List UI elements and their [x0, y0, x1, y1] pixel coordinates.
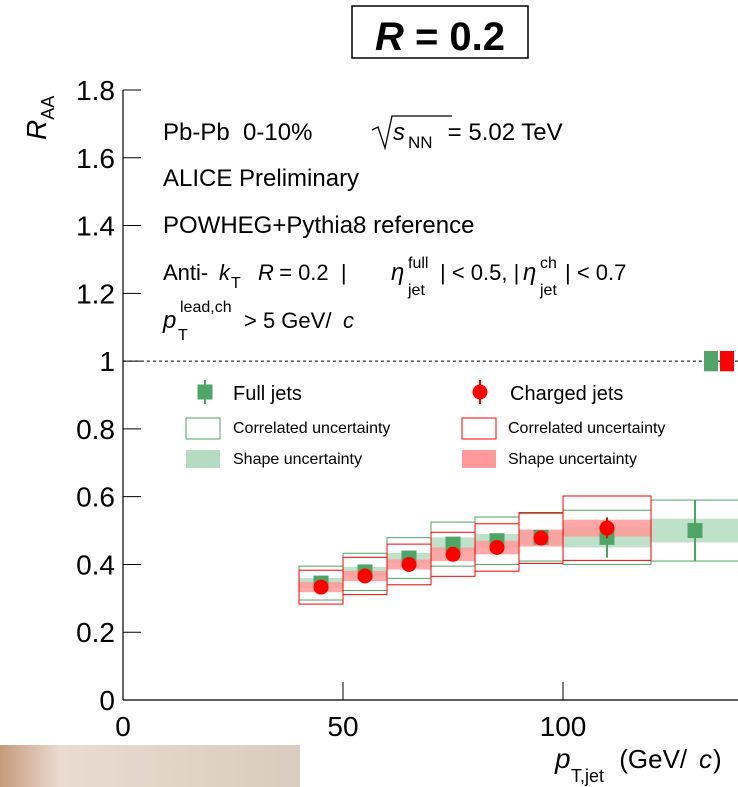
marker — [445, 546, 461, 562]
y-tick-label: 0.2 — [76, 617, 115, 648]
annotation: T — [178, 327, 188, 344]
title-box — [351, 5, 529, 59]
y-tick-label: 1 — [99, 346, 115, 377]
annotation: ch — [540, 255, 557, 272]
x-label-part: c — [699, 744, 712, 774]
x-label-part: T,jet — [571, 766, 604, 786]
legend-label: Full jets — [233, 383, 302, 405]
annotation: POWHEG+Pythia8 reference — [163, 212, 474, 239]
annotation: full — [408, 255, 428, 272]
title-part: = 0.2 — [404, 15, 505, 59]
chart-title: R = 0.2 — [375, 15, 505, 59]
legend-swatch — [185, 417, 221, 440]
annotation: p — [162, 307, 176, 334]
y-label-part: AA — [38, 96, 58, 120]
norm-uncertainty — [704, 350, 718, 372]
marker — [313, 579, 329, 595]
annotation: = 0.2 | — [273, 260, 347, 285]
x-label-part: ) — [713, 744, 722, 774]
marker — [599, 520, 615, 536]
marker — [357, 568, 373, 584]
annotation: T — [231, 275, 241, 292]
legend-swatch — [462, 450, 496, 468]
annotation: s — [393, 119, 405, 146]
norm-uncertainty — [720, 350, 734, 372]
annotation: η — [523, 259, 536, 286]
annotation: jet — [539, 282, 557, 299]
marker — [533, 530, 549, 546]
sqrt-sign — [371, 115, 452, 151]
correlated-uncertainty — [562, 495, 652, 561]
annotation: k — [219, 260, 231, 285]
y-tick-label: 0 — [99, 685, 115, 716]
annotations: Pb-Pb 0-10% s NN = 5.02 TeV ALICE Prelim… — [162, 115, 626, 344]
x-label-part: (GeV/ — [612, 744, 688, 774]
x-axis-label: p T,jet (GeV/ c ) — [554, 743, 722, 786]
legend-label: Shape uncertainty — [233, 451, 362, 468]
annotation: ALICE Preliminary — [163, 165, 359, 192]
annotation: jet — [407, 282, 425, 299]
legend-label: Correlated uncertainty — [233, 420, 390, 437]
annotation: Anti- — [163, 260, 208, 285]
annotation: R — [258, 260, 274, 285]
annotation: = 5.02 TeV — [441, 119, 563, 146]
x-tick-label: 0 — [115, 711, 131, 742]
title-part: R — [375, 15, 404, 59]
marker — [489, 540, 505, 555]
annotation: lead,ch — [180, 299, 232, 316]
y-tick-label: 1.8 — [76, 75, 115, 106]
legend-label: Charged jets — [510, 383, 623, 405]
marker — [401, 556, 417, 572]
y-tick-label: 1.2 — [76, 278, 115, 309]
y-axis-label: RAA — [21, 96, 58, 140]
annotation: η — [391, 259, 404, 286]
y-tick-label: 0.4 — [76, 549, 115, 580]
annotation: NN — [408, 133, 433, 152]
x-tick-label: 50 — [327, 711, 358, 742]
y-tick-label: 0.6 — [76, 482, 115, 513]
legend: Full jets Correlated uncertainty Shape u… — [233, 383, 665, 468]
legend-swatch — [186, 450, 220, 468]
y-tick-label: 1.4 — [76, 211, 115, 242]
annotation: c — [343, 308, 354, 333]
x-tick-label: 100 — [540, 711, 587, 742]
photo-fragment — [0, 745, 300, 787]
y-tick-label: 1.6 — [76, 143, 115, 174]
legend-label: Shape uncertainty — [508, 451, 637, 468]
marker — [687, 523, 703, 539]
legend-label: Correlated uncertainty — [508, 420, 665, 437]
y-tick-label: 0.8 — [76, 414, 115, 445]
annotation: | < 0.5, | — [440, 260, 519, 285]
legend-swatch — [461, 417, 497, 440]
x-label-part: p — [554, 743, 571, 774]
annotation: Pb-Pb 0-10% — [163, 119, 312, 146]
y-label-part: R — [21, 120, 52, 140]
annotation: | < 0.7 — [565, 260, 626, 285]
annotation: > 5 GeV/ — [244, 308, 332, 333]
